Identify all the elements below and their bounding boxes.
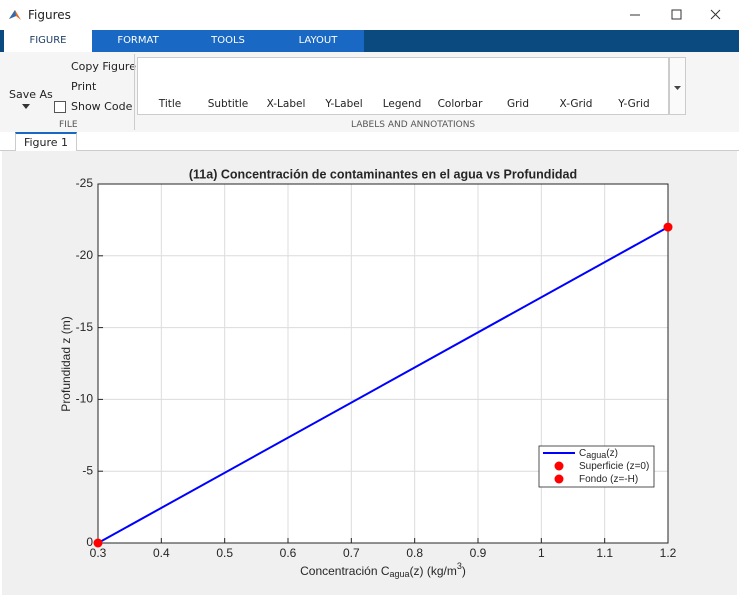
data-point bbox=[93, 538, 103, 548]
text-part: 3 bbox=[457, 561, 462, 571]
gallery-button[interactable]: X-Grid bbox=[559, 98, 593, 110]
title-bar: Figures bbox=[0, 0, 739, 30]
gallery-button[interactable]: Colorbar bbox=[437, 98, 483, 110]
tab[interactable]: FORMAT bbox=[117, 35, 159, 46]
data-point bbox=[663, 222, 673, 232]
x-tick-label: 0.6 bbox=[280, 546, 297, 560]
text-part: Fondo (z=-H) bbox=[579, 474, 638, 485]
text-part: C bbox=[579, 448, 586, 459]
y-tick-label: -20 bbox=[76, 248, 94, 262]
print-button[interactable]: Print bbox=[71, 80, 97, 93]
y-tick-label: 0 bbox=[86, 535, 93, 549]
gallery-scroll[interactable] bbox=[669, 57, 686, 115]
gallery-button[interactable]: Title bbox=[158, 98, 182, 110]
checkbox[interactable] bbox=[54, 101, 66, 113]
legend-label: Cagua(z) bbox=[579, 448, 618, 461]
legend-swatch bbox=[554, 461, 564, 471]
x-tick-label: 0.9 bbox=[470, 546, 487, 560]
copy-figure-button[interactable]: Copy Figure bbox=[71, 60, 136, 73]
x-tick-label: 1.2 bbox=[660, 546, 677, 560]
y-tick-label: -10 bbox=[76, 392, 94, 406]
plot-area bbox=[98, 184, 668, 543]
x-axis-label: Concentración Cagua(z) (kg/m3) bbox=[300, 561, 466, 579]
axes-box bbox=[97, 183, 669, 544]
section-label: LABELS AND ANNOTATIONS bbox=[351, 120, 476, 130]
chart-title: (11a) Concentración de contaminantes en … bbox=[189, 167, 577, 181]
section-label: FILE bbox=[59, 120, 78, 130]
x-tick-label: 0.5 bbox=[216, 546, 233, 560]
y-tick-label: -5 bbox=[82, 463, 93, 477]
text-part: Concentración C bbox=[300, 564, 390, 578]
text-part: agua bbox=[390, 569, 410, 579]
gallery-button[interactable]: Legend bbox=[382, 98, 422, 110]
separator bbox=[134, 54, 135, 130]
gallery-button[interactable]: Y-Grid bbox=[618, 98, 650, 110]
show-code-label[interactable]: Show Code bbox=[71, 100, 133, 113]
legend-label: Superficie (z=0) bbox=[579, 461, 649, 472]
window-controls[interactable] bbox=[620, 0, 739, 30]
gallery-button[interactable]: Y-Label bbox=[325, 98, 363, 110]
document-bar bbox=[0, 132, 739, 151]
gallery-button[interactable]: X-Label bbox=[266, 98, 306, 110]
y-tick-label: -25 bbox=[76, 176, 94, 190]
window-title: Figures bbox=[28, 8, 71, 22]
x-tick-label: 0.3 bbox=[90, 546, 107, 560]
legend-swatch bbox=[554, 474, 564, 484]
data-line bbox=[97, 226, 669, 544]
save-as-button[interactable]: Save As bbox=[9, 88, 53, 101]
legend-label: Fondo (z=-H) bbox=[579, 474, 638, 485]
text-part: (z) bbox=[606, 448, 618, 459]
x-tick-label: 1.1 bbox=[596, 546, 613, 560]
gallery-button[interactable]: Subtitle bbox=[207, 98, 249, 110]
text-part: ) bbox=[462, 564, 466, 578]
text-part: Superficie (z=0) bbox=[579, 461, 649, 472]
tab[interactable]: FIGURE bbox=[4, 30, 92, 52]
tab[interactable]: LAYOUT bbox=[298, 35, 338, 46]
text-part: agua bbox=[586, 450, 606, 460]
x-tick-label: 1 bbox=[538, 546, 545, 560]
x-tick-label: 0.7 bbox=[343, 546, 360, 560]
x-tick-label: 0.4 bbox=[153, 546, 170, 560]
y-axis-label: Profundidad z (m) bbox=[59, 316, 73, 411]
tab-strip-active-bg bbox=[4, 30, 364, 52]
gallery bbox=[137, 57, 669, 115]
x-tick-label: 0.8 bbox=[406, 546, 423, 560]
document-tab[interactable]: Figure 1 bbox=[15, 132, 77, 152]
gallery-button[interactable]: Grid bbox=[506, 98, 530, 110]
y-tick-label: -15 bbox=[76, 320, 94, 334]
tab[interactable]: TOOLS bbox=[211, 35, 245, 46]
dropdown-arrow[interactable] bbox=[22, 104, 30, 110]
app-icon bbox=[9, 10, 21, 20]
text-part: (z) (kg/m bbox=[410, 564, 457, 578]
